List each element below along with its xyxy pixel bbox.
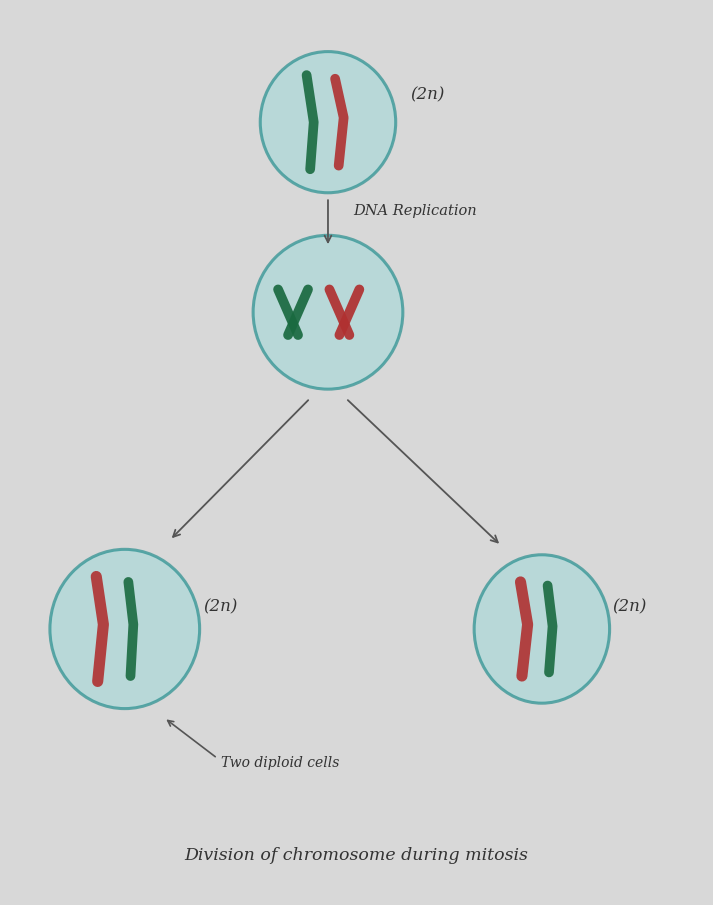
- Text: (2n): (2n): [612, 598, 646, 614]
- Text: (2n): (2n): [203, 598, 237, 614]
- Ellipse shape: [260, 52, 396, 193]
- Text: (2n): (2n): [410, 87, 444, 103]
- Ellipse shape: [253, 235, 403, 389]
- Text: DNA Replication: DNA Replication: [353, 205, 476, 218]
- Text: Division of chromosome during mitosis: Division of chromosome during mitosis: [185, 847, 528, 863]
- Ellipse shape: [50, 549, 200, 709]
- Ellipse shape: [474, 555, 610, 703]
- Text: Two diploid cells: Two diploid cells: [221, 757, 339, 770]
